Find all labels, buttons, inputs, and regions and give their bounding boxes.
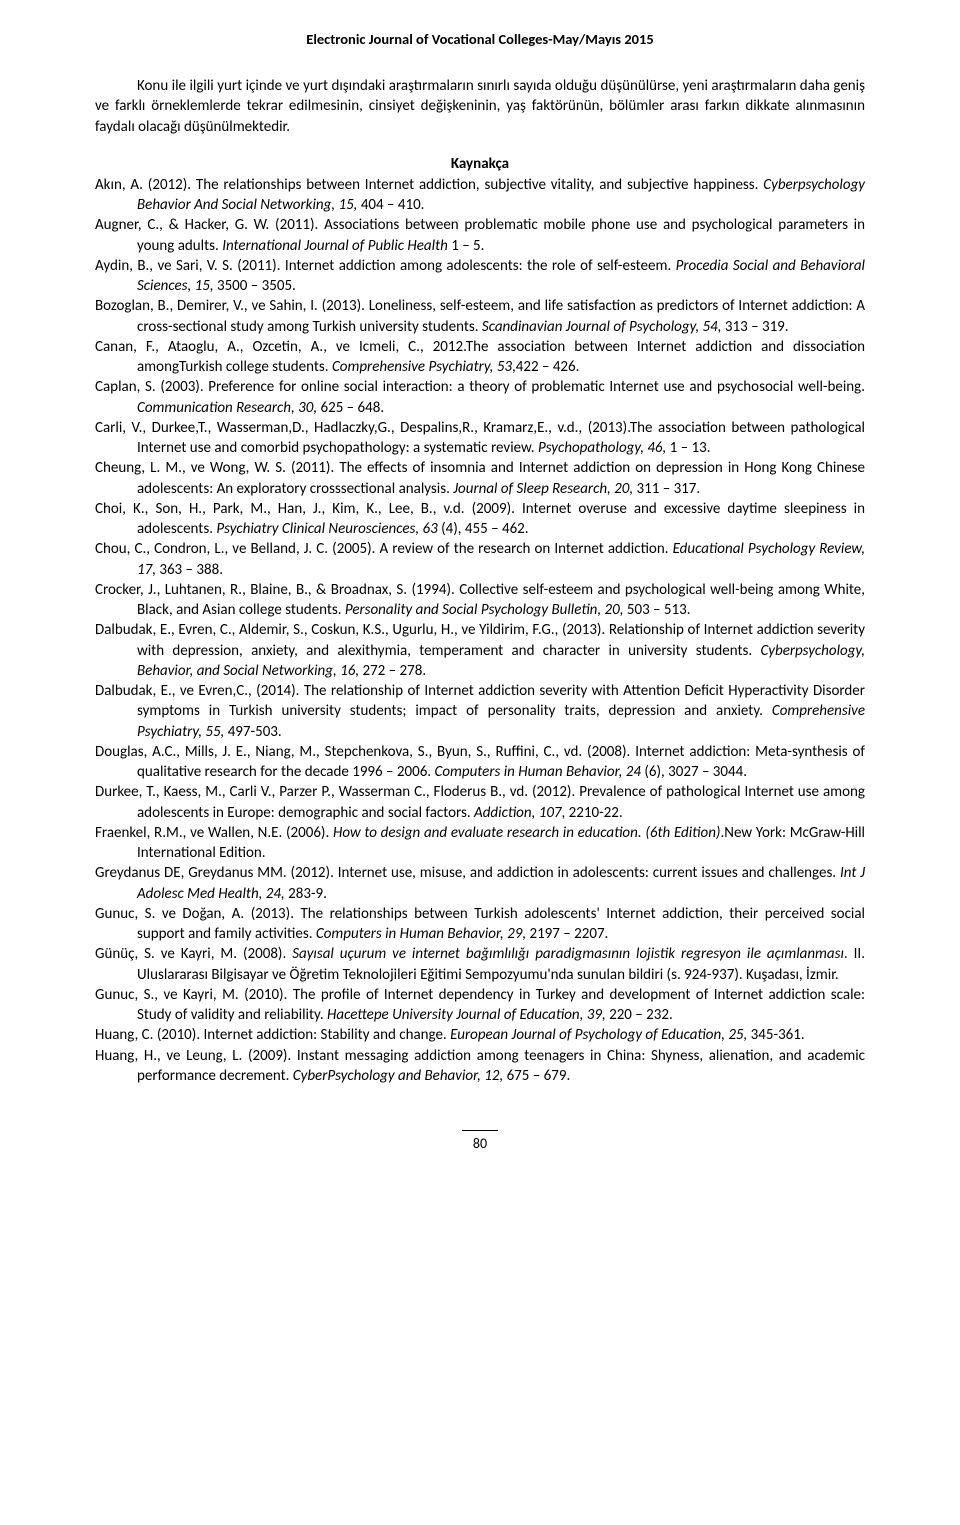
reference-entry: Gunuc, S., ve Kayri, M. (2010). The prof…	[95, 985, 865, 1026]
journal-header: Electronic Journal of Vocational College…	[95, 30, 865, 48]
reference-entry: Greydanus DE, Greydanus MM. (2012). Inte…	[95, 863, 865, 904]
reference-entry: Caplan, S. (2003). Preference for online…	[95, 377, 865, 418]
reference-entry: Dalbudak, E., Evren, C., Aldemir, S., Co…	[95, 620, 865, 681]
reference-entry: Augner, C., & Hacker, G. W. (2011). Asso…	[95, 215, 865, 256]
reference-entry: Aydin, B., ve Sari, V. S. (2011). Intern…	[95, 256, 865, 297]
page-number: 80	[462, 1130, 498, 1152]
body-paragraph: Konu ile ilgili yurt içinde ve yurt dışı…	[95, 76, 865, 137]
reference-entry: Gunuc, S. ve Doğan, A. (2013). The relat…	[95, 904, 865, 945]
reference-entry: Bozoglan, B., Demirer, V., ve Sahin, I. …	[95, 296, 865, 337]
reference-entry: Akın, A. (2012). The relationships betwe…	[95, 175, 865, 216]
reference-entry: Douglas, A.C., Mills, J. E., Niang, M., …	[95, 742, 865, 783]
reference-entry: Canan, F., Ataoglu, A., Ozcetin, A., ve …	[95, 337, 865, 378]
reference-entry: Huang, H., ve Leung, L. (2009). Instant …	[95, 1046, 865, 1087]
reference-entry: Crocker, J., Luhtanen, R., Blaine, B., &…	[95, 580, 865, 621]
reference-entry: Chou, C., Condron, L., ve Belland, J. C.…	[95, 539, 865, 580]
references-list: Akın, A. (2012). The relationships betwe…	[95, 175, 865, 1086]
reference-entry: Choi, K., Son, H., Park, M., Han, J., Ki…	[95, 499, 865, 540]
reference-entry: Carli, V., Durkee,T., Wasserman,D., Hadl…	[95, 418, 865, 459]
reference-entry: Günüç, S. ve Kayri, M. (2008). Sayısal u…	[95, 944, 865, 985]
reference-entry: Huang, C. (2010). Internet addiction: St…	[95, 1025, 865, 1045]
page-container: Electronic Journal of Vocational College…	[0, 0, 960, 1212]
references-heading: Kaynakça	[95, 155, 865, 173]
reference-entry: Cheung, L. M., ve Wong, W. S. (2011). Th…	[95, 458, 865, 499]
reference-entry: Dalbudak, E., ve Evren,C., (2014). The r…	[95, 681, 865, 742]
reference-entry: Durkee, T., Kaess, M., Carli V., Parzer …	[95, 782, 865, 823]
reference-entry: Fraenkel, R.M., ve Wallen, N.E. (2006). …	[95, 823, 865, 864]
